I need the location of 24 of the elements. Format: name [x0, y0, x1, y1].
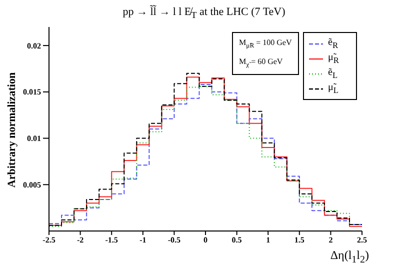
- legend-label: μ̃$_{R}$: [328, 52, 339, 65]
- y-tick-label: 0.015: [23, 88, 41, 97]
- x-tick-label: 2.5: [357, 236, 367, 245]
- chart-title: pp → l̃l̃ → l l E̸$_{T}$ at the LHC (7 TeV): [122, 6, 286, 20]
- x-tick-label: 1: [266, 236, 270, 245]
- x-tick-label: -0.5: [168, 236, 181, 245]
- x-tick-label: -2.5: [42, 236, 56, 245]
- y-tick-label: 0.01: [27, 134, 41, 144]
- legend-label: ẽ$_{R}$: [328, 37, 338, 50]
- y-axis-title: Arbitrary normalization: [6, 72, 18, 188]
- annotation: M$_{μ̃R}$ = 100 GeV: [239, 38, 292, 50]
- y-tick-label: 0.02: [27, 41, 41, 50]
- x-tick-label: 0.5: [232, 236, 242, 245]
- legend-label: ẽ$_{L}$: [328, 67, 338, 80]
- x-tick-label: 1.5: [294, 236, 304, 245]
- legend-label: μ̃$_{L}$: [328, 82, 338, 95]
- x-tick-label: -2: [76, 236, 84, 245]
- x-axis-title: Δη(l$_{1}$l$_{2}$): [330, 248, 369, 266]
- x-tick-label: -1.5: [105, 236, 118, 245]
- x-tick-label: 0: [204, 236, 208, 245]
- annotation: M$_{χ̃}$ = 60 GeV: [239, 56, 283, 68]
- x-tick-label: 2: [328, 236, 333, 245]
- y-tick-label: 0.005: [23, 180, 41, 190]
- x-tick-label: -1: [140, 236, 146, 245]
